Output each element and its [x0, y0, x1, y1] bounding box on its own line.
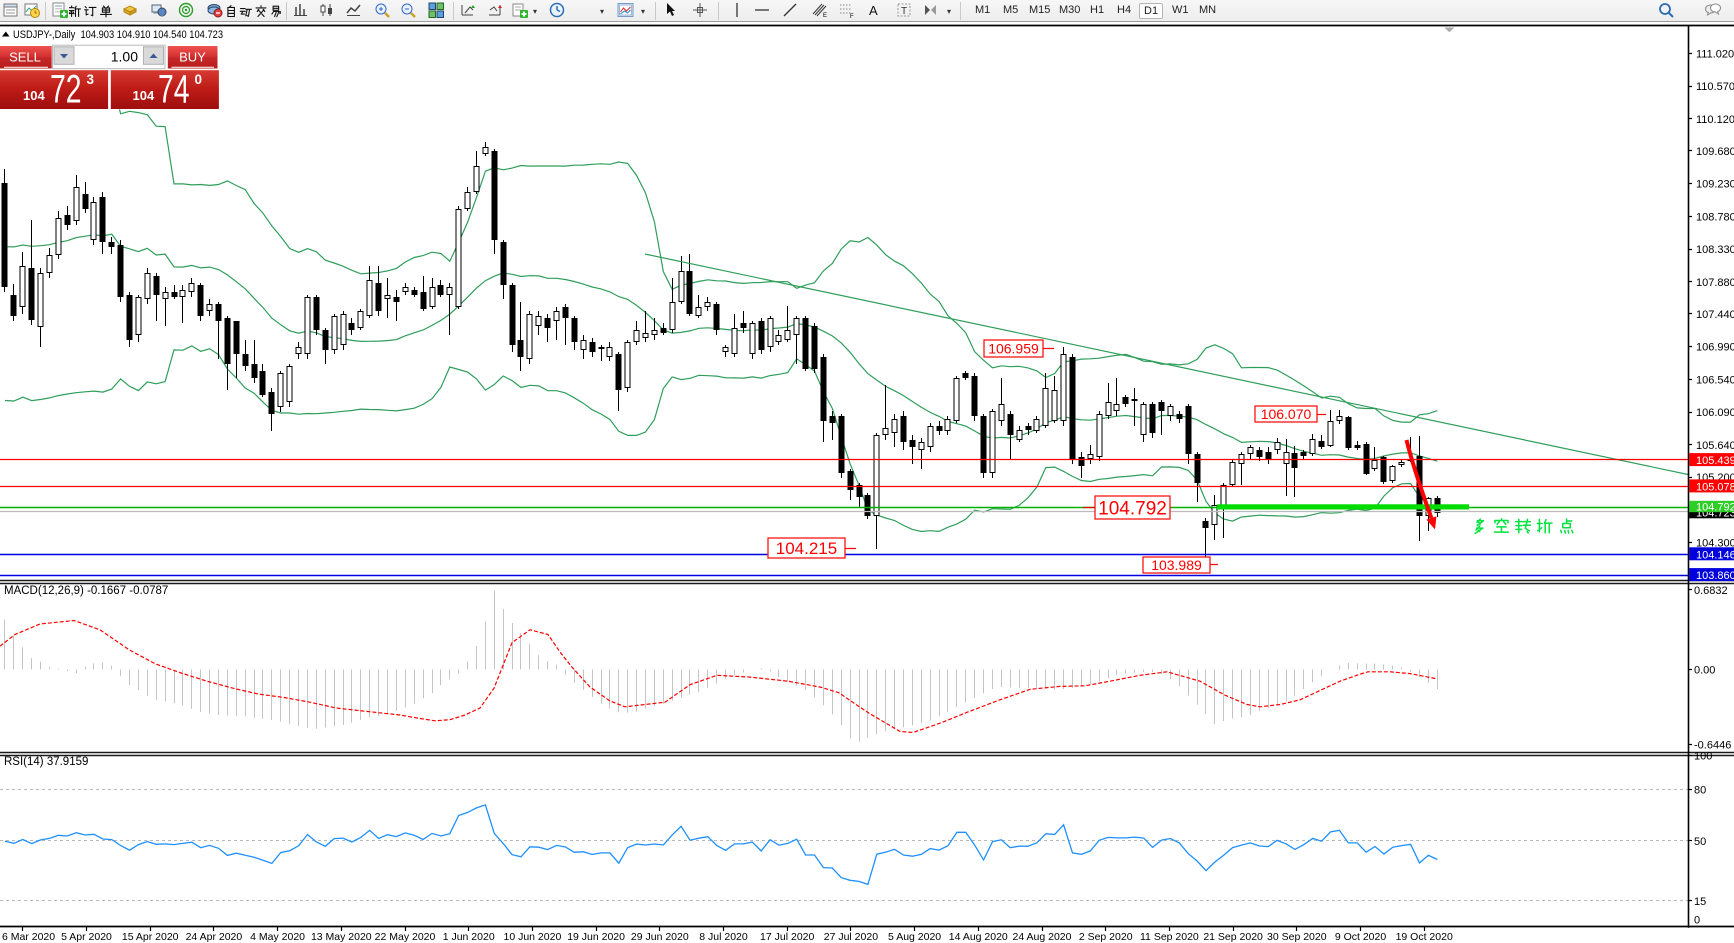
svg-text:110.570: 110.570	[1696, 81, 1734, 93]
svg-text:5 Apr 2020: 5 Apr 2020	[61, 931, 112, 943]
svg-text:27 Jul 2020: 27 Jul 2020	[824, 931, 878, 943]
svg-text:50: 50	[1694, 836, 1706, 848]
svg-text:104: 104	[133, 88, 155, 103]
svg-text:105.439: 105.439	[1696, 455, 1734, 467]
svg-text:RSI(14) 37.9159: RSI(14) 37.9159	[4, 756, 88, 768]
svg-text:104.792: 104.792	[1696, 502, 1734, 514]
svg-text:103.989: 103.989	[1151, 557, 1202, 573]
svg-text:104.300: 104.300	[1696, 538, 1734, 550]
svg-text:F: F	[850, 14, 854, 19]
svg-text:74: 74	[158, 67, 190, 111]
svg-text:106.959: 106.959	[988, 341, 1039, 357]
svg-text:108.780: 108.780	[1696, 211, 1734, 223]
svg-text:111.020: 111.020	[1696, 48, 1734, 60]
svg-text:105.078: 105.078	[1696, 481, 1734, 493]
svg-text:110.120: 110.120	[1696, 114, 1734, 126]
svg-text:29 Jun 2020: 29 Jun 2020	[631, 931, 689, 943]
svg-text:106.090: 106.090	[1696, 407, 1734, 419]
svg-text:19 Jun 2020: 19 Jun 2020	[567, 931, 625, 943]
svg-text:104.792: 104.792	[1098, 498, 1167, 519]
svg-text:0.00: 0.00	[1694, 665, 1715, 677]
svg-text:1.00: 1.00	[111, 49, 138, 65]
svg-text:BUY: BUY	[179, 50, 206, 65]
svg-text:11 Sep 2020: 11 Sep 2020	[1140, 931, 1199, 943]
svg-text:9 Oct 2020: 9 Oct 2020	[1335, 931, 1387, 943]
svg-text:24 Apr 2020: 24 Apr 2020	[186, 931, 243, 943]
svg-text:1 Jun 2020: 1 Jun 2020	[443, 931, 495, 943]
svg-text:30 Sep 2020: 30 Sep 2020	[1267, 931, 1327, 943]
svg-text:109.680: 109.680	[1696, 146, 1734, 158]
svg-text:107.880: 107.880	[1696, 277, 1734, 289]
svg-text:80: 80	[1694, 785, 1706, 797]
svg-text:E: E	[823, 13, 827, 19]
svg-text:24 Aug 2020: 24 Aug 2020	[1013, 931, 1072, 943]
svg-text:15 Apr 2020: 15 Apr 2020	[122, 931, 179, 943]
svg-text:104.146: 104.146	[1696, 549, 1734, 561]
svg-text:2 Sep 2020: 2 Sep 2020	[1079, 931, 1133, 943]
svg-text:108.330: 108.330	[1696, 244, 1734, 256]
svg-text:17 Jul 2020: 17 Jul 2020	[760, 931, 814, 943]
svg-text:0: 0	[195, 72, 203, 87]
svg-text:103.860: 103.860	[1696, 570, 1734, 582]
svg-text:-0.6446: -0.6446	[1694, 740, 1731, 752]
svg-text:106.070: 106.070	[1261, 406, 1312, 422]
svg-text:3: 3	[87, 72, 95, 87]
svg-text:6 Mar 2020: 6 Mar 2020	[2, 931, 55, 943]
svg-text:T: T	[901, 6, 907, 17]
svg-text:4 May 2020: 4 May 2020	[250, 931, 305, 943]
svg-text:106.540: 106.540	[1696, 375, 1734, 387]
svg-text:10 Jun 2020: 10 Jun 2020	[503, 931, 561, 943]
svg-text:13 May 2020: 13 May 2020	[311, 931, 372, 943]
svg-text:100: 100	[1694, 750, 1712, 762]
svg-text:19 Oct 2020: 19 Oct 2020	[1396, 931, 1453, 943]
svg-text:72: 72	[50, 67, 82, 111]
svg-text:SELL: SELL	[9, 50, 41, 65]
svg-text:104.215: 104.215	[776, 539, 837, 558]
svg-text:0.6832: 0.6832	[1694, 585, 1728, 597]
svg-text:109.230: 109.230	[1696, 179, 1734, 191]
svg-text:MACD(12,26,9) -0.1667 -0.0787: MACD(12,26,9) -0.1667 -0.0787	[4, 585, 168, 597]
svg-text:15: 15	[1694, 896, 1706, 908]
svg-text:106.990: 106.990	[1696, 342, 1734, 354]
svg-text:USDJPY-,Daily 104.903 104.910: USDJPY-,Daily 104.903 104.910 104.540 10…	[13, 29, 223, 41]
svg-text:8 Jul 2020: 8 Jul 2020	[699, 931, 748, 943]
svg-text:21 Sep 2020: 21 Sep 2020	[1203, 931, 1263, 943]
svg-text:0: 0	[1694, 915, 1700, 927]
svg-text:105.640: 105.640	[1696, 440, 1734, 452]
svg-text:5 Aug 2020: 5 Aug 2020	[888, 931, 941, 943]
svg-text:14 Aug 2020: 14 Aug 2020	[949, 931, 1008, 943]
svg-text:22 May 2020: 22 May 2020	[375, 931, 436, 943]
svg-text:104: 104	[23, 88, 45, 103]
svg-text:107.440: 107.440	[1696, 309, 1734, 321]
